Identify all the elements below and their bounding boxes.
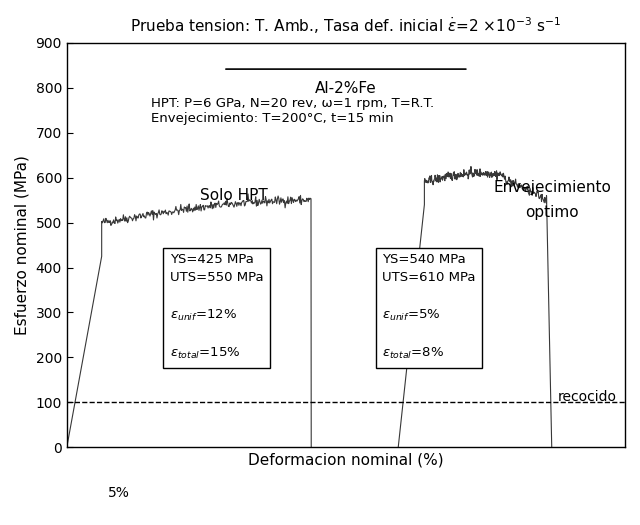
Text: optimo: optimo: [525, 205, 579, 219]
Text: Al-2%Fe: Al-2%Fe: [315, 81, 377, 96]
Title: Prueba tension: T. Amb., Tasa def. inicial $\dot{\varepsilon}$=2 ×10$^{-3}$ s$^{: Prueba tension: T. Amb., Tasa def. inici…: [131, 15, 561, 36]
Text: YS=540 MPa
UTS=610 MPa

$\varepsilon_{unif}$=5%

$\varepsilon_{total}$=8%: YS=540 MPa UTS=610 MPa $\varepsilon_{uni…: [382, 253, 476, 361]
Text: recocido: recocido: [557, 390, 616, 404]
Text: YS=425 MPa
UTS=550 MPa

$\varepsilon_{unif}$=12%

$\varepsilon_{total}$=15%: YS=425 MPa UTS=550 MPa $\varepsilon_{uni…: [170, 253, 264, 361]
X-axis label: Deformacion nominal (%): Deformacion nominal (%): [248, 453, 444, 468]
Text: Envejecimiento: Envejecimiento: [493, 181, 611, 195]
Text: HPT: P=6 GPa, N=20 rev, ω=1 rpm, T=R.T.: HPT: P=6 GPa, N=20 rev, ω=1 rpm, T=R.T.: [150, 98, 434, 110]
Text: 5%: 5%: [108, 486, 130, 499]
Y-axis label: Esfuerzo nominal (MPa): Esfuerzo nominal (MPa): [15, 155, 30, 335]
Text: Solo HPT: Solo HPT: [200, 188, 268, 203]
Text: Envejecimiento: T=200°C, t=15 min: Envejecimiento: T=200°C, t=15 min: [150, 112, 393, 124]
